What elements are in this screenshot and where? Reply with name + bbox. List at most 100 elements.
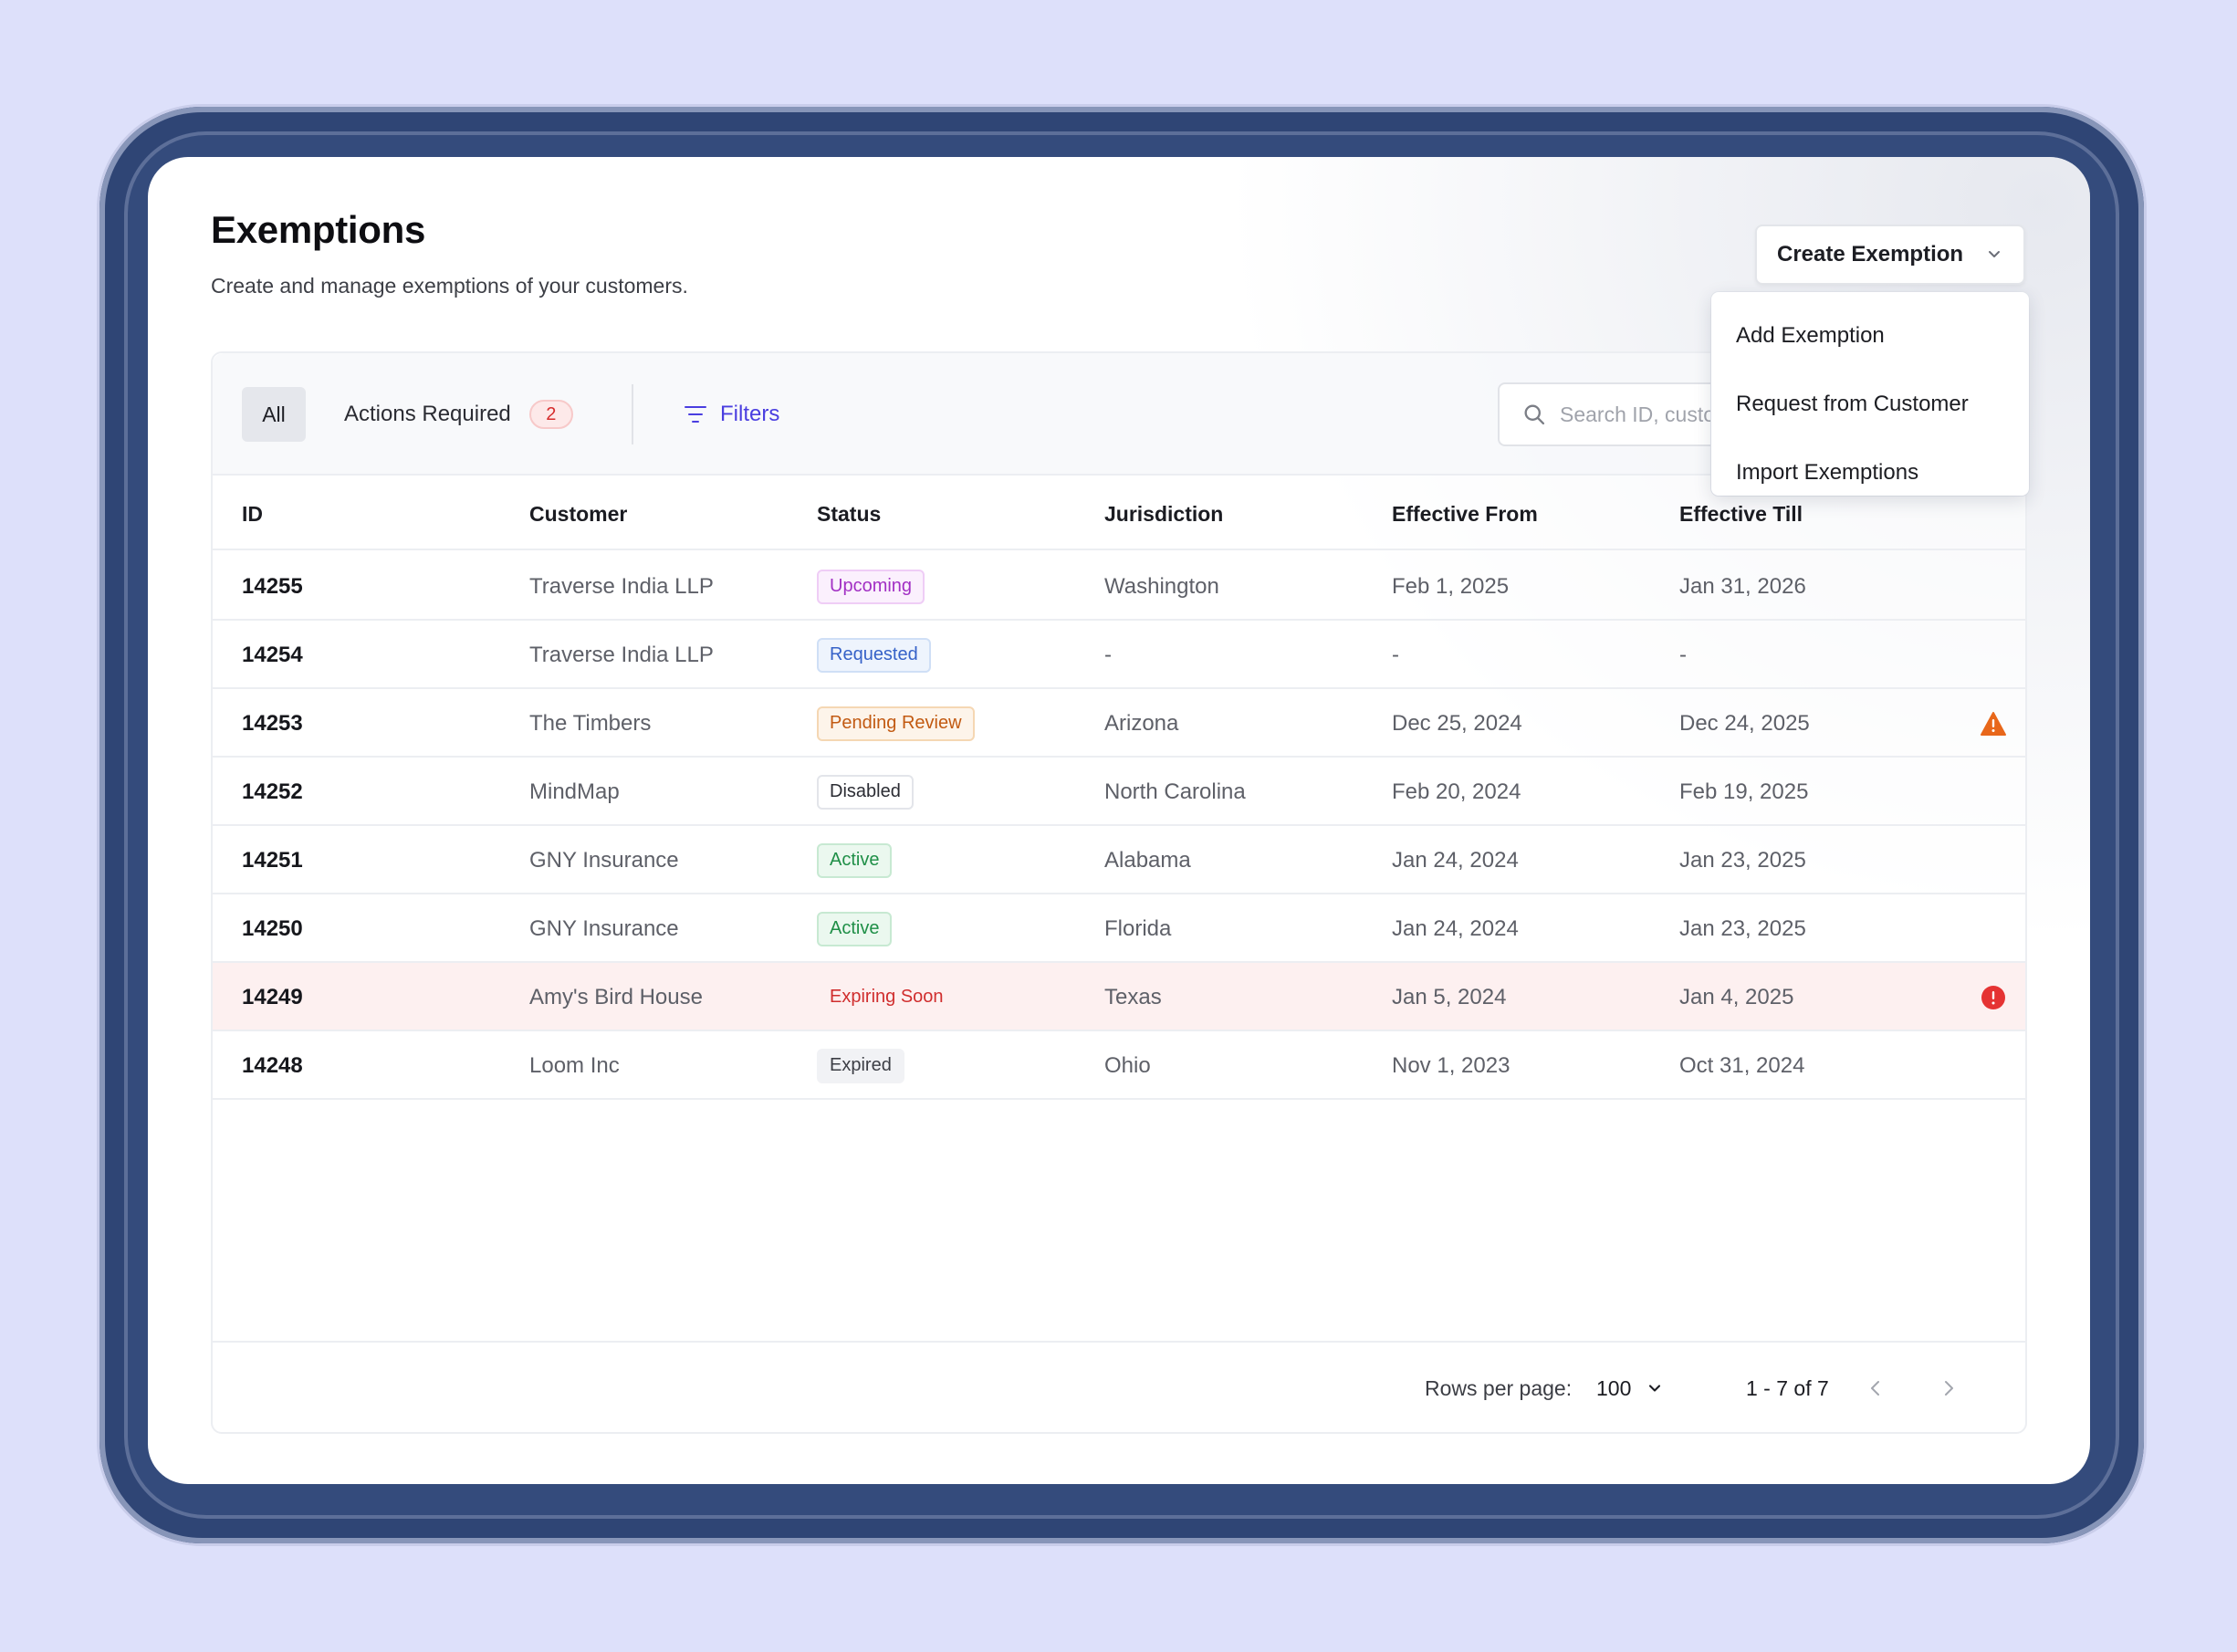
cell-status: Expiring Soon [817, 963, 956, 1031]
column-header-customer[interactable]: Customer [529, 501, 628, 526]
column-header-effective-till[interactable]: Effective Till [1679, 501, 1803, 526]
cell-status: Active [817, 894, 893, 963]
tab-actions-label: Actions Required [344, 402, 511, 426]
cell-customer: Loom Inc [529, 1052, 620, 1078]
cell-status: Expired [817, 1031, 904, 1100]
create-exemption-label: Create Exemption [1777, 242, 1964, 267]
cell-effective-from: Nov 1, 2023 [1392, 1052, 1510, 1078]
cell-effective-from: Jan 24, 2024 [1392, 915, 1519, 941]
page-subtitle: Create and manage exemptions of your cus… [211, 274, 688, 298]
status-badge: Upcoming [817, 569, 925, 604]
chevron-down-icon [1649, 1385, 1661, 1392]
toolbar-divider [632, 384, 633, 444]
menu-item-request-from-customer[interactable]: Request from Customer [1736, 391, 1969, 416]
cell-customer: Amy's Bird House [529, 984, 703, 1009]
table-row[interactable]: 14253 The Timbers Pending Review Arizona Dec… [213, 689, 2025, 758]
cell-jurisdiction: Arizona [1104, 710, 1179, 736]
create-exemption-menu: Add Exemption Request from Customer Impo… [1711, 292, 2029, 496]
table-header: ID Customer Status Jurisdiction Effectiv… [213, 477, 2025, 550]
cell-effective-till: Jan 31, 2026 [1679, 573, 1806, 599]
chevron-down-icon [1989, 251, 2000, 257]
cell-status: Disabled [817, 758, 914, 826]
table-footer: Rows per page: 100 1 - 7 of 7 [213, 1341, 2025, 1432]
cell-effective-till: - [1679, 642, 1687, 667]
create-exemption-button[interactable]: Create Exemption [1755, 225, 2025, 285]
cell-jurisdiction: - [1104, 642, 1112, 667]
search-icon [1524, 404, 1545, 425]
cell-customer: GNY Insurance [529, 847, 679, 873]
column-header-status[interactable]: Status [817, 501, 882, 526]
next-page-icon[interactable] [1938, 1377, 1960, 1399]
app-screen: Exemptions Create and manage exemptions … [148, 157, 2090, 1484]
cell-customer: The Timbers [529, 710, 652, 736]
cell-effective-till: Jan 23, 2025 [1679, 915, 1806, 941]
page-title: Exemptions [211, 208, 426, 251]
cell-status: Upcoming [817, 552, 925, 621]
table-row[interactable]: 14248 Loom Inc Expired Ohio Nov 1, 2023 Oct 3… [213, 1031, 2025, 1100]
table-row[interactable]: 14254 Traverse India LLP Requested - - - [213, 621, 2025, 689]
tab-all[interactable]: All [242, 387, 306, 442]
previous-page-icon[interactable] [1865, 1377, 1887, 1399]
cell-id: 14253 [242, 710, 303, 736]
column-header-jurisdiction[interactable]: Jurisdiction [1104, 501, 1224, 526]
actions-count-badge: 2 [528, 400, 573, 429]
cell-effective-from: Dec 25, 2024 [1392, 710, 1522, 736]
filters-label: Filters [720, 402, 780, 426]
cell-effective-from: - [1392, 642, 1399, 667]
status-badge: Active [817, 911, 893, 946]
cell-customer: Traverse India LLP [529, 642, 714, 667]
cell-effective-from: Feb 20, 2024 [1392, 779, 1521, 804]
cell-customer: Traverse India LLP [529, 573, 714, 599]
status-badge: Pending Review [817, 706, 975, 741]
filter-icon [685, 406, 706, 423]
rows-per-page-value: 100 [1596, 1375, 1632, 1400]
cell-id: 14249 [242, 984, 303, 1009]
warning-icon[interactable] [1980, 711, 2007, 737]
cell-effective-till: Jan 23, 2025 [1679, 847, 1806, 873]
status-badge: Requested [817, 637, 931, 673]
cell-id: 14250 [242, 915, 303, 941]
table-row[interactable]: 14249 Amy's Bird House Expiring Soon Texas J… [213, 963, 2025, 1031]
cell-jurisdiction: North Carolina [1104, 779, 1246, 804]
column-header-effective-from[interactable]: Effective From [1392, 501, 1538, 526]
tab-actions-required[interactable]: Actions Required 2 [344, 387, 573, 442]
cell-customer: MindMap [529, 779, 620, 804]
pagination-range: 1 - 7 of 7 [1746, 1375, 1829, 1400]
rows-per-page-label: Rows per page: [1425, 1375, 1573, 1400]
cell-jurisdiction: Washington [1104, 573, 1219, 599]
filters-button[interactable]: Filters [684, 387, 779, 442]
column-header-id[interactable]: ID [242, 501, 263, 526]
status-badge: Disabled [817, 774, 914, 810]
cell-effective-till: Feb 19, 2025 [1679, 779, 1809, 804]
status-badge: Expiring Soon [830, 987, 944, 1007]
exemptions-table-card: All Actions Required 2 Filters ID Custom… [211, 351, 2027, 1434]
cell-effective-from: Jan 5, 2024 [1392, 984, 1507, 1009]
cell-id: 14252 [242, 779, 303, 804]
cell-effective-from: Jan 24, 2024 [1392, 847, 1519, 873]
tablet-frame: Exemptions Create and manage exemptions … [99, 107, 2144, 1543]
cell-jurisdiction: Alabama [1104, 847, 1191, 873]
cell-jurisdiction: Florida [1104, 915, 1172, 941]
cell-jurisdiction: Texas [1104, 984, 1162, 1009]
table-row[interactable]: 14251 GNY Insurance Active Alabama Jan 24, 2… [213, 826, 2025, 894]
cell-effective-till: Oct 31, 2024 [1679, 1052, 1805, 1078]
menu-item-add-exemption[interactable]: Add Exemption [1736, 322, 1885, 348]
table-row[interactable]: 14255 Traverse India LLP Upcoming Washingto… [213, 552, 2025, 621]
cell-status: Requested [817, 621, 931, 689]
cell-status: Active [817, 826, 893, 894]
rows-per-page-select[interactable]: 100 [1596, 1343, 1664, 1434]
cell-effective-till: Jan 4, 2025 [1679, 984, 1794, 1009]
status-badge: Active [817, 842, 893, 878]
status-badge: Expired [817, 1048, 904, 1083]
cell-customer: GNY Insurance [529, 915, 679, 941]
cell-id: 14254 [242, 642, 303, 667]
cell-status: Pending Review [817, 689, 975, 758]
cell-effective-from: Feb 1, 2025 [1392, 573, 1510, 599]
cell-jurisdiction: Ohio [1104, 1052, 1151, 1078]
table-row[interactable]: 14250 GNY Insurance Active Florida Jan 24, 2… [213, 894, 2025, 963]
menu-item-import-exemptions[interactable]: Import Exemptions [1736, 459, 1919, 485]
cell-id: 14248 [242, 1052, 303, 1078]
alert-icon[interactable] [1980, 985, 2007, 1010]
table-row[interactable]: 14252 MindMap Disabled North Carolina Feb 20… [213, 758, 2025, 826]
cell-effective-till: Dec 24, 2025 [1679, 710, 1810, 736]
